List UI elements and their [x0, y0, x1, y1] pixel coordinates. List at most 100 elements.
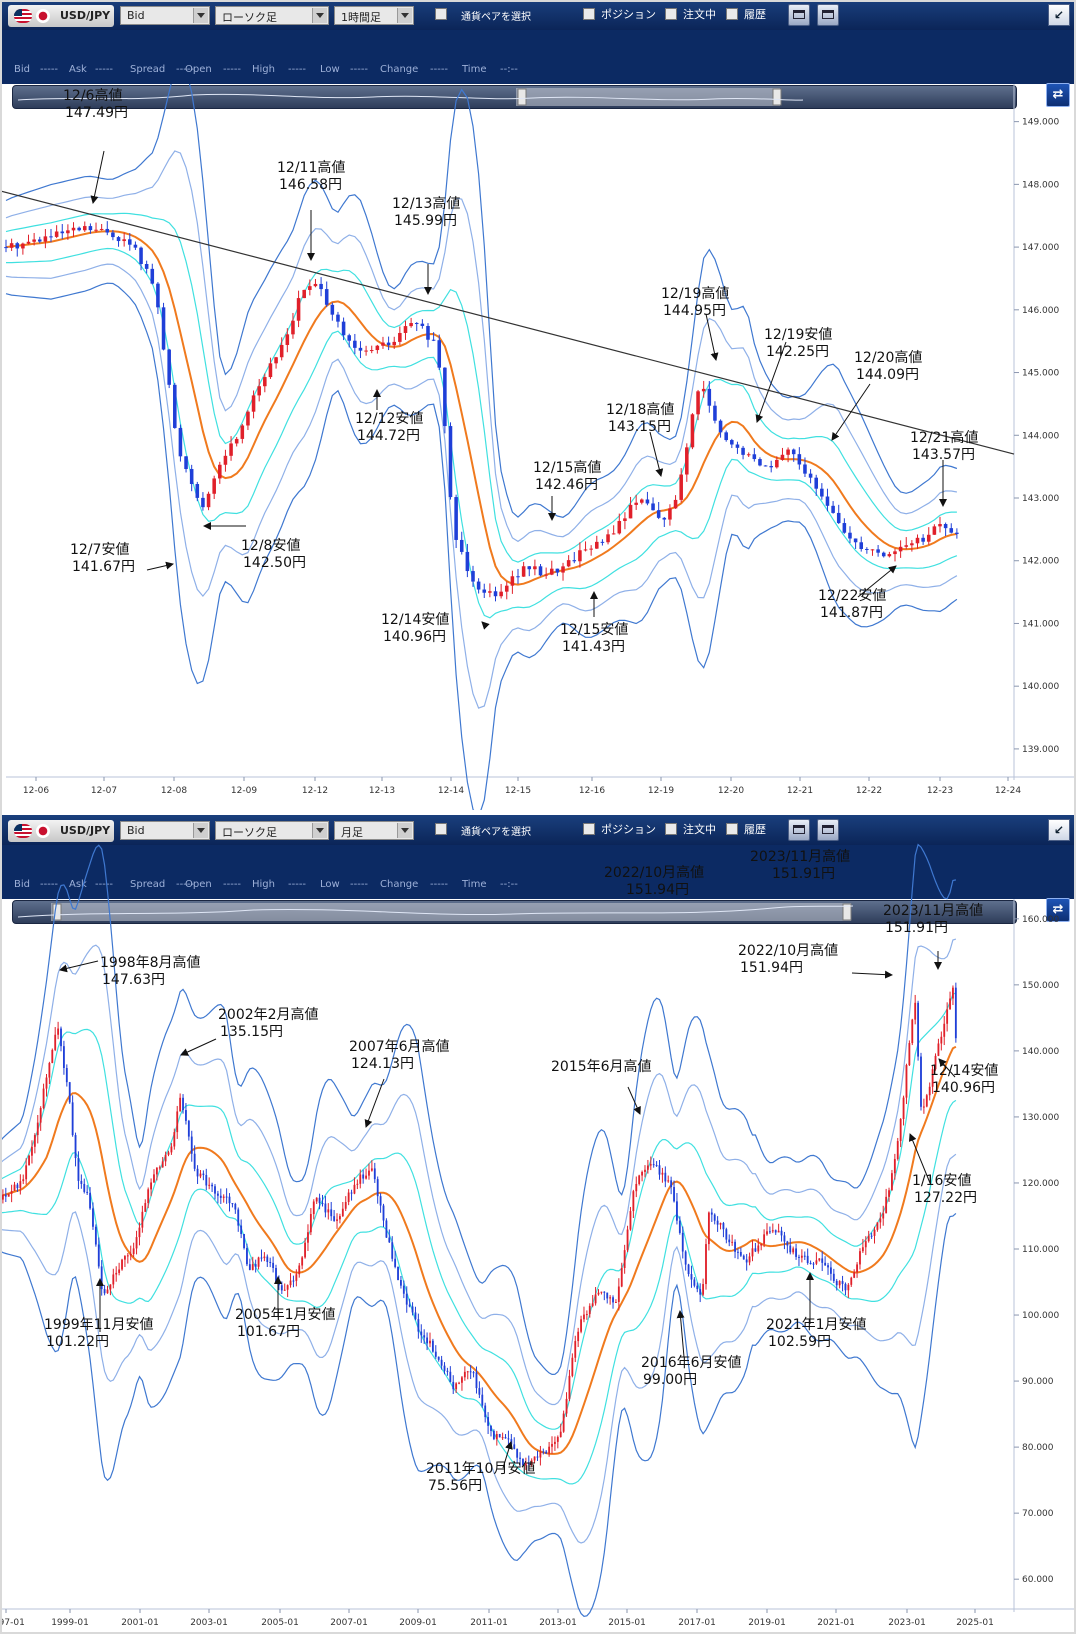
chevron-down-icon: [193, 823, 208, 838]
candle: [504, 581, 509, 600]
candle-body: [830, 1267, 832, 1274]
candle: [859, 1248, 861, 1270]
zoom-toggle-button[interactable]: ⇄: [1046, 83, 1070, 107]
candle-body: [572, 560, 577, 562]
candle: [623, 1244, 626, 1274]
price-tick-label: 146.000: [1022, 306, 1059, 316]
candle: [679, 468, 683, 503]
price-type-select[interactable]: Bid: [120, 821, 210, 840]
candle: [940, 1031, 943, 1051]
orders-checkbox[interactable]: [665, 823, 677, 835]
positions-checkbox[interactable]: [583, 823, 595, 835]
candle-body: [356, 1183, 359, 1185]
candle: [251, 1256, 254, 1271]
candle: [812, 1262, 815, 1269]
candle: [330, 302, 335, 321]
annotation-label: 12/15安値: [560, 622, 628, 638]
scroller-right-handle[interactable]: [842, 903, 852, 921]
history-checkbox[interactable]: [726, 823, 738, 835]
scroller-window[interactable]: [51, 903, 851, 921]
annotation-value: 142.50円: [243, 555, 306, 571]
scroller-right-handle[interactable]: [772, 88, 782, 106]
time-range-scroller[interactable]: [12, 900, 1017, 924]
collapse-arrow-button[interactable]: ↙: [1048, 4, 1070, 26]
candle-body: [409, 323, 413, 327]
chart-layout-button[interactable]: [817, 819, 839, 841]
history-label: 履歴: [744, 8, 766, 21]
candle: [841, 1275, 844, 1292]
candle-body: [789, 1245, 792, 1253]
candle-body: [656, 510, 661, 518]
pair-select-checkbox[interactable]: [435, 823, 447, 835]
currency-pair-button[interactable]: USD/JPY: [8, 5, 114, 27]
scroller-window[interactable]: [516, 88, 780, 106]
candle: [31, 1140, 33, 1164]
positions-checkbox[interactable]: [583, 8, 595, 20]
zoom-toggle-button[interactable]: ⇄: [1046, 898, 1070, 922]
candle-body: [263, 1256, 266, 1259]
candle-body: [251, 395, 256, 412]
candle-body: [350, 1192, 353, 1194]
candle: [429, 1332, 431, 1348]
candle: [527, 1455, 530, 1472]
candle: [902, 1095, 905, 1126]
annotation-value: 140.96円: [383, 629, 446, 645]
quote-value-low: -----: [350, 64, 369, 75]
candle: [561, 562, 565, 581]
timeframe-select[interactable]: 月足: [334, 821, 414, 840]
candle: [920, 1052, 922, 1111]
candle-body: [286, 1285, 289, 1290]
candle-body: [585, 1314, 588, 1316]
candle-body: [836, 512, 841, 524]
chart-type-select[interactable]: ローソク足: [215, 6, 329, 25]
candle: [836, 504, 841, 524]
candle: [730, 438, 734, 449]
chart-settings-button[interactable]: [788, 4, 810, 26]
timeframe-select[interactable]: 1時間足: [334, 6, 414, 25]
candle-body: [798, 1256, 800, 1258]
candle-body: [792, 1248, 795, 1253]
candle: [797, 447, 802, 470]
candle-body: [321, 1203, 324, 1205]
collapse-arrow-button[interactable]: ↙: [1048, 819, 1070, 841]
candle-body: [701, 388, 706, 392]
quote-value-ask: -----: [95, 879, 114, 890]
candle: [336, 311, 340, 328]
candle: [504, 1434, 507, 1439]
candle-body: [835, 1280, 838, 1286]
candle-body: [763, 465, 768, 467]
time-range-scroller[interactable]: [12, 85, 1017, 109]
currency-pair-button[interactable]: USD/JPY: [8, 820, 114, 842]
candle-body: [443, 367, 447, 427]
candle: [681, 1226, 684, 1259]
orders-checkbox[interactable]: [665, 8, 677, 20]
quote-label-low: Low: [320, 879, 340, 890]
candle: [128, 233, 132, 251]
annotation-value: 101.67円: [237, 1324, 300, 1340]
history-checkbox[interactable]: [726, 8, 738, 20]
candle: [176, 1105, 179, 1139]
chart-layout-button[interactable]: [817, 4, 839, 26]
candle-body: [466, 1371, 469, 1373]
candle-body: [391, 1242, 394, 1259]
chart-type-select[interactable]: ローソク足: [215, 821, 329, 840]
scroller-left-handle[interactable]: [517, 88, 527, 106]
layout-window-icon: [822, 10, 834, 19]
candle-body: [336, 1219, 338, 1221]
candle: [780, 447, 785, 461]
candle-body: [431, 339, 436, 341]
chart-settings-button[interactable]: [788, 819, 810, 841]
pair-select-checkbox[interactable]: [435, 8, 447, 20]
price-type-select[interactable]: Bid: [120, 6, 210, 25]
candle-body: [187, 1120, 190, 1137]
scroller-left-handle[interactable]: [52, 903, 62, 921]
candle-body: [254, 1264, 257, 1267]
band-2sigma-lower: [0, 1153, 957, 1544]
candle: [775, 456, 779, 469]
candle: [219, 1188, 222, 1204]
candle: [48, 1061, 51, 1084]
candle-body: [257, 386, 261, 396]
